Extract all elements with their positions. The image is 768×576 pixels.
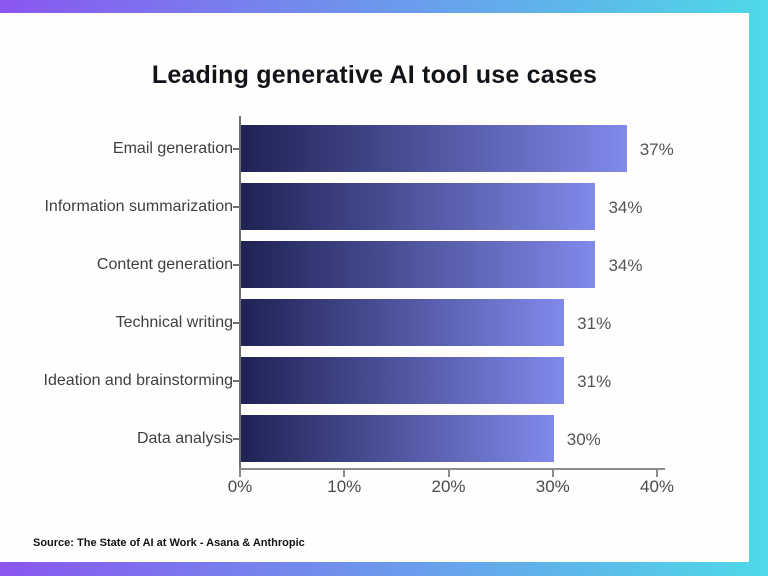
value-label: 37% [639,139,674,159]
category-label: Data analysis [136,429,233,447]
y-axis-line [239,116,241,470]
category-label: Ideation and brainstorming [43,371,233,389]
category-tick [233,437,240,440]
value-label: 31% [577,313,612,333]
bar-email-generation [241,125,627,172]
bar-information-summarization [241,183,596,230]
x-axis-line [239,468,665,470]
x-axis-tick [239,470,241,477]
x-axis-tick [656,470,658,477]
value-label: 34% [608,255,643,275]
x-axis-tick [447,470,450,477]
x-axis-tick-label: 40% [639,477,675,496]
chart-title: Leading generative AI tool use cases [151,61,598,89]
chart-card: Leading generative AI tool use cases Ema… [0,13,749,562]
category-tick [233,205,240,208]
category-label: Content generation [96,255,233,273]
bar-content-generation [241,241,596,288]
source-attribution: Source: The State of AI at Work - Asana … [33,537,305,549]
bar-technical-writing [241,299,565,346]
bar-chart: Email generation 37% Information summariza… [0,13,749,562]
bar-ideation-and-brainstorming [241,357,565,404]
category-tick [233,263,240,266]
value-label: 34% [608,197,643,217]
category-label: Information summarization [44,197,233,215]
category-tick [233,147,240,150]
x-axis-tick-label: 0% [227,477,253,496]
category-label: Technical writing [115,313,233,331]
category-tick [233,379,240,382]
category-tick [233,321,240,324]
x-axis-tick-label: 30% [535,477,570,496]
category-label: Email generation [112,139,233,157]
x-axis-tick-label: 20% [431,477,466,496]
bar-data-analysis [241,415,554,462]
value-label: 30% [566,429,601,449]
x-axis-tick [551,470,554,477]
x-axis-tick [343,470,346,477]
x-axis-tick-label: 10% [327,477,362,496]
value-label: 31% [577,371,612,391]
